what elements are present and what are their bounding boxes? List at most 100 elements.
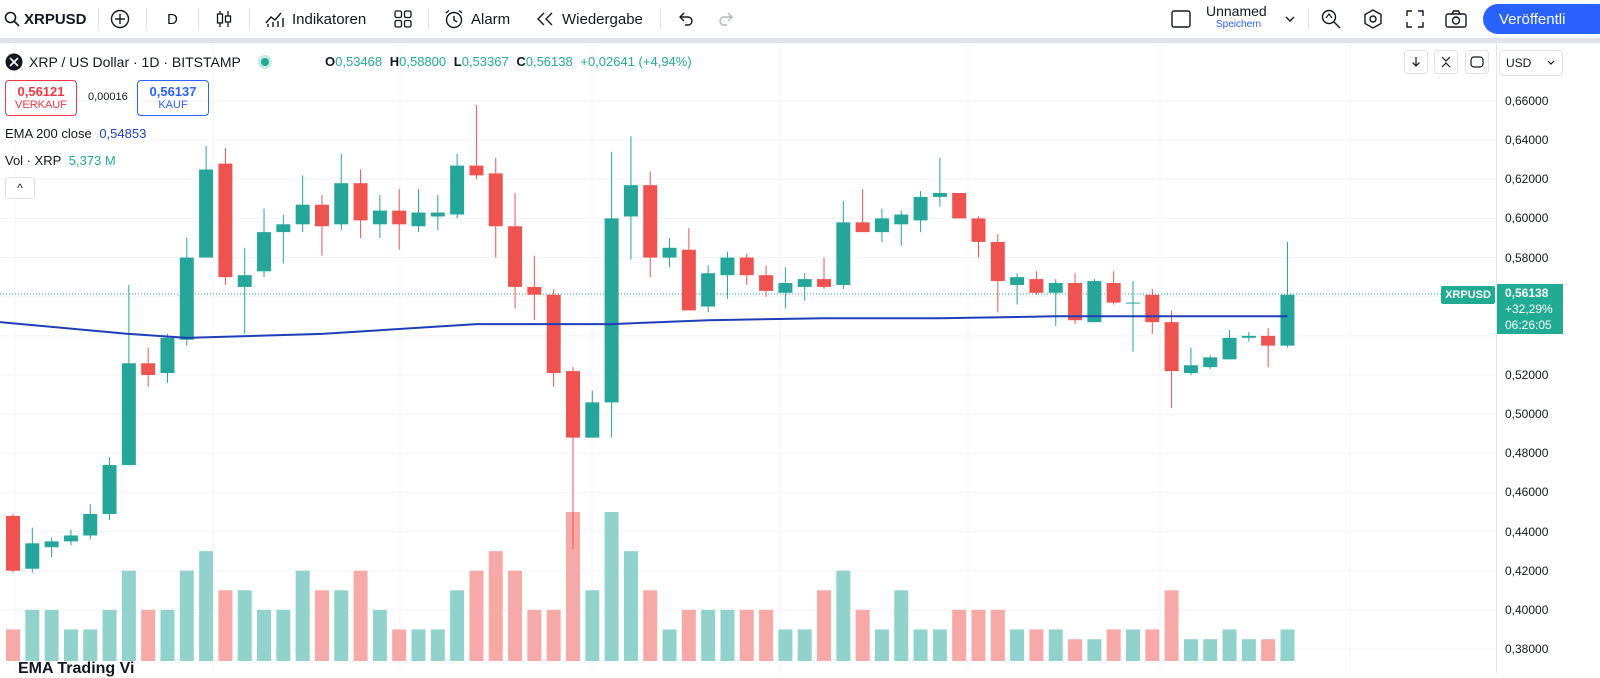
collapse-legend-button[interactable]: ^ <box>5 177 35 199</box>
price-tick-label: 0,60000 <box>1505 211 1549 226</box>
symbol-search[interactable]: XRPUSD <box>4 0 87 38</box>
alarm-icon <box>445 9 463 29</box>
redo-button[interactable] <box>718 0 736 38</box>
settings-icon <box>1364 9 1382 29</box>
alert-label: Alarm <box>471 10 511 28</box>
candle-body <box>527 286 542 295</box>
replay-button[interactable]: Wiedergabe <box>536 0 643 38</box>
candle-body <box>6 515 20 571</box>
volume-bar <box>1164 590 1179 661</box>
candle-body <box>797 279 812 287</box>
candle-body <box>1280 294 1295 346</box>
alert-button[interactable]: Alarm <box>443 0 510 38</box>
change-value: +0,02641 (+4,94%) <box>580 54 692 69</box>
chart-legend-title-row[interactable]: XRP / US Dollar · 1D · BITSTAMP <box>5 53 269 71</box>
candle-body <box>932 192 947 197</box>
add-compare-button[interactable] <box>110 0 130 38</box>
arrow-down-icon <box>1412 57 1420 67</box>
candle-body <box>237 275 252 287</box>
volume-bar <box>797 629 812 661</box>
buy-button[interactable]: 0,56137 KAUF <box>137 80 209 116</box>
candle-body <box>759 275 774 291</box>
volume-bar <box>1203 639 1218 661</box>
templates-button[interactable] <box>393 0 413 38</box>
candle-body <box>1106 283 1121 303</box>
ohlc-values: O0,53468 H0,58800 L0,53367 C0,56138 +0,0… <box>325 54 696 69</box>
candle-body <box>990 241 1005 282</box>
scroll-down-button[interactable] <box>1404 50 1428 74</box>
candle-body <box>1029 279 1044 293</box>
open-value: 0,53468 <box>335 54 383 69</box>
interval-button[interactable]: D <box>167 10 178 28</box>
volume-bar <box>179 570 194 661</box>
volume-bar <box>836 570 851 661</box>
add-compare-icon <box>110 9 130 29</box>
pane-settings-button[interactable] <box>1465 50 1489 74</box>
chart-type-button[interactable] <box>214 0 234 38</box>
candle-body <box>141 363 156 375</box>
candle-body <box>508 226 523 287</box>
price-axis[interactable] <box>1496 43 1600 673</box>
price-tick-label: 0,52000 <box>1505 368 1549 382</box>
snapshot-button[interactable] <box>1444 0 1468 38</box>
volume-bar <box>565 512 580 661</box>
volume-bar <box>990 609 1005 661</box>
candle-body <box>894 214 909 225</box>
candle-body <box>662 247 677 258</box>
candle-body <box>372 210 387 225</box>
volume-bar <box>546 609 561 661</box>
window-icon <box>1470 56 1484 68</box>
candle-body <box>1222 337 1237 360</box>
price-tick-label: 0,62000 <box>1505 172 1549 187</box>
fullscreen-button[interactable] <box>1405 0 1425 38</box>
low-label: L <box>453 54 462 69</box>
volume-bar <box>353 570 368 661</box>
candle-body <box>102 465 117 514</box>
candle-body <box>450 165 465 215</box>
volume-bar <box>295 570 310 661</box>
volume-bar <box>623 551 638 661</box>
candle-body <box>971 218 986 242</box>
candle-body <box>1087 281 1102 323</box>
volume-bar <box>701 609 716 661</box>
currency-select[interactable]: USD <box>1499 50 1563 76</box>
indicators-icon <box>265 12 284 27</box>
layout-button[interactable] <box>1170 0 1192 38</box>
quick-search-button[interactable] <box>1320 0 1342 38</box>
chart-grid <box>0 43 1496 673</box>
volume-bar <box>855 609 870 661</box>
layout-title: Unnamed <box>1206 3 1267 19</box>
currency-label: USD <box>1506 56 1532 70</box>
volume-bar <box>392 629 407 661</box>
layout-dropdown[interactable] <box>1284 0 1296 38</box>
sell-price: 0,56121 <box>17 84 65 99</box>
settings-button[interactable] <box>1362 0 1384 38</box>
volume-bar <box>971 609 986 661</box>
candle-body <box>836 222 851 285</box>
price-tick-label: 0,40000 <box>1505 602 1549 617</box>
last-change-value: +32,29% <box>1505 302 1553 316</box>
volume-bar <box>334 590 349 661</box>
candle-body <box>411 212 426 227</box>
high-label: H <box>389 54 400 69</box>
volume-bar <box>25 609 40 661</box>
candle-body <box>276 224 291 233</box>
volume-bar <box>237 590 252 661</box>
chart-canvas[interactable] <box>0 43 1496 673</box>
maximize-pane-button[interactable] <box>1434 50 1458 74</box>
layout-name[interactable]: Unnamed Speichern <box>1206 4 1276 30</box>
undo-button[interactable] <box>676 0 694 38</box>
publish-button[interactable]: Veröffentli <box>1483 4 1600 34</box>
replay-icon <box>537 12 553 26</box>
candle-body <box>1125 302 1140 304</box>
volume-bar <box>778 629 793 661</box>
indicators-button[interactable]: Indikatoren <box>264 0 366 38</box>
volume-legend[interactable]: Vol · XRP 5,373 M <box>5 153 116 168</box>
high-value: 0,58800 <box>399 54 447 69</box>
candle-body <box>1145 294 1160 323</box>
candle-body <box>1203 357 1218 368</box>
sell-button[interactable]: 0,56121 VERKAUF <box>5 80 77 116</box>
redo-icon <box>719 12 733 26</box>
volume-bar <box>1048 629 1063 661</box>
ema-legend[interactable]: EMA 200 close 0,54853 <box>5 126 146 141</box>
